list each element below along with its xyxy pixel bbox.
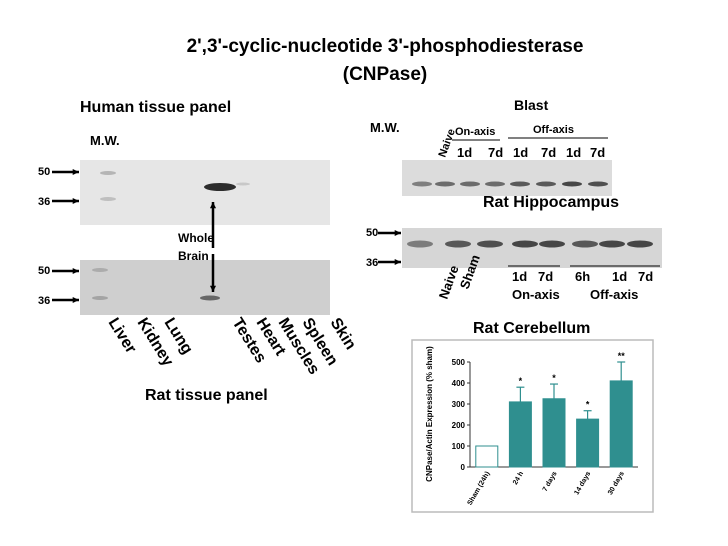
lane-label: 1d <box>513 145 528 160</box>
y-tick-label: 200 <box>452 421 466 430</box>
blot-human <box>80 160 330 225</box>
annotation: Whole <box>178 231 214 245</box>
arrow-head <box>209 202 217 209</box>
blot-band <box>200 295 220 301</box>
y-tick-label: 400 <box>452 379 466 388</box>
blot-rat <box>80 260 330 315</box>
lane-label: 1d <box>566 145 581 160</box>
blot-band <box>599 240 625 248</box>
y-axis-label: CNPase/Actin Expression (% sham) <box>425 346 434 482</box>
group-label: On-axis <box>512 287 560 302</box>
blot-band <box>512 240 538 248</box>
blot-band <box>100 197 116 201</box>
annotation: Brain <box>178 249 209 263</box>
bar <box>576 418 600 468</box>
blot-band <box>510 181 530 187</box>
blot-band <box>536 181 556 187</box>
mw-label: M.W. <box>90 133 120 148</box>
blot-band <box>477 240 503 248</box>
lane-label: 1d <box>457 145 472 160</box>
marker-label: 50 <box>38 265 50 277</box>
lane-label: 7d <box>638 269 653 284</box>
lane-label: 1d <box>512 269 527 284</box>
significance: * <box>552 373 556 383</box>
blot-band <box>562 181 582 187</box>
blot-band <box>92 268 108 272</box>
lane-label: 7d <box>590 145 605 160</box>
blot-band <box>412 181 432 187</box>
arrow-head <box>209 285 217 292</box>
blot-band <box>460 181 480 187</box>
panel-title: Rat Cerebellum <box>473 320 590 337</box>
blot-band <box>204 183 236 191</box>
bar <box>609 380 633 468</box>
blot-band <box>92 296 108 300</box>
group-label: On-axis <box>455 126 495 138</box>
marker-label: 50 <box>366 227 378 239</box>
blot-band <box>572 240 598 248</box>
arrow-head <box>72 168 79 176</box>
y-tick-label: 0 <box>461 463 466 472</box>
lane-label: 7d <box>488 145 503 160</box>
blot-band <box>236 182 250 186</box>
panel-header: Blast <box>514 97 549 113</box>
y-tick-label: 100 <box>452 442 466 451</box>
blot-band <box>100 171 116 175</box>
marker-label: 36 <box>366 257 378 269</box>
lane-label: 1d <box>612 269 627 284</box>
lane-label: 7d <box>538 269 553 284</box>
blot-cerebellum <box>402 228 662 268</box>
bar <box>475 445 499 468</box>
blot-band <box>588 181 608 187</box>
arrow-head <box>72 197 79 205</box>
group-label: Off-axis <box>590 287 638 302</box>
marker-label: 50 <box>38 166 50 178</box>
significance: ** <box>618 351 626 361</box>
lane-label: 7d <box>541 145 556 160</box>
blot-band <box>435 181 455 187</box>
mw-label: M.W. <box>370 120 400 135</box>
blot-hippocampus <box>402 160 612 196</box>
blot-band <box>627 240 653 248</box>
significance: * <box>586 400 590 410</box>
blot-band <box>445 240 471 248</box>
arrow-head <box>394 258 401 266</box>
bar <box>508 401 532 468</box>
blot-band <box>485 181 505 187</box>
marker-label: 36 <box>38 295 50 307</box>
title: 2',3'-cyclic-nucleotide 3'-phosphodieste… <box>187 36 584 57</box>
title: (CNPase) <box>343 64 427 85</box>
group-label: Off-axis <box>533 124 574 136</box>
lane-label: 6h <box>575 269 590 284</box>
y-tick-label: 500 <box>452 358 466 367</box>
arrow-head <box>72 296 79 304</box>
arrow-head <box>394 229 401 237</box>
blot-band <box>407 240 433 248</box>
marker-label: 36 <box>38 196 50 208</box>
panel-title: Human tissue panel <box>80 99 231 116</box>
panel-title: Rat Hippocampus <box>483 194 619 211</box>
arrow-head <box>72 267 79 275</box>
bar <box>542 398 566 468</box>
blot-band <box>539 240 565 248</box>
panel-title: Rat tissue panel <box>145 387 268 404</box>
significance: * <box>519 376 523 386</box>
y-tick-label: 300 <box>452 400 466 409</box>
